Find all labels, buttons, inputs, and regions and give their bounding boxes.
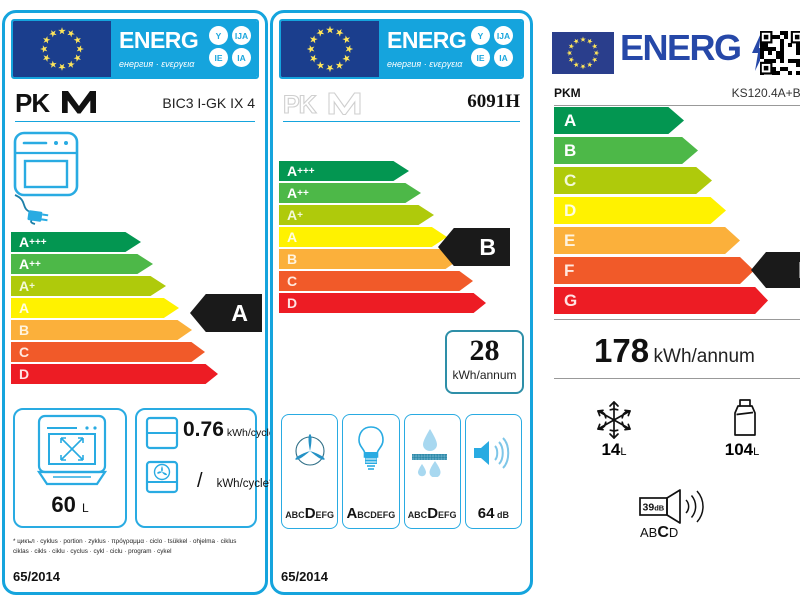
svg-text:ABCD: ABCD xyxy=(640,524,678,541)
svg-text:PK: PK xyxy=(283,91,317,119)
svg-text:PK: PK xyxy=(15,89,50,118)
svg-text:39dB: 39dB xyxy=(643,502,665,514)
